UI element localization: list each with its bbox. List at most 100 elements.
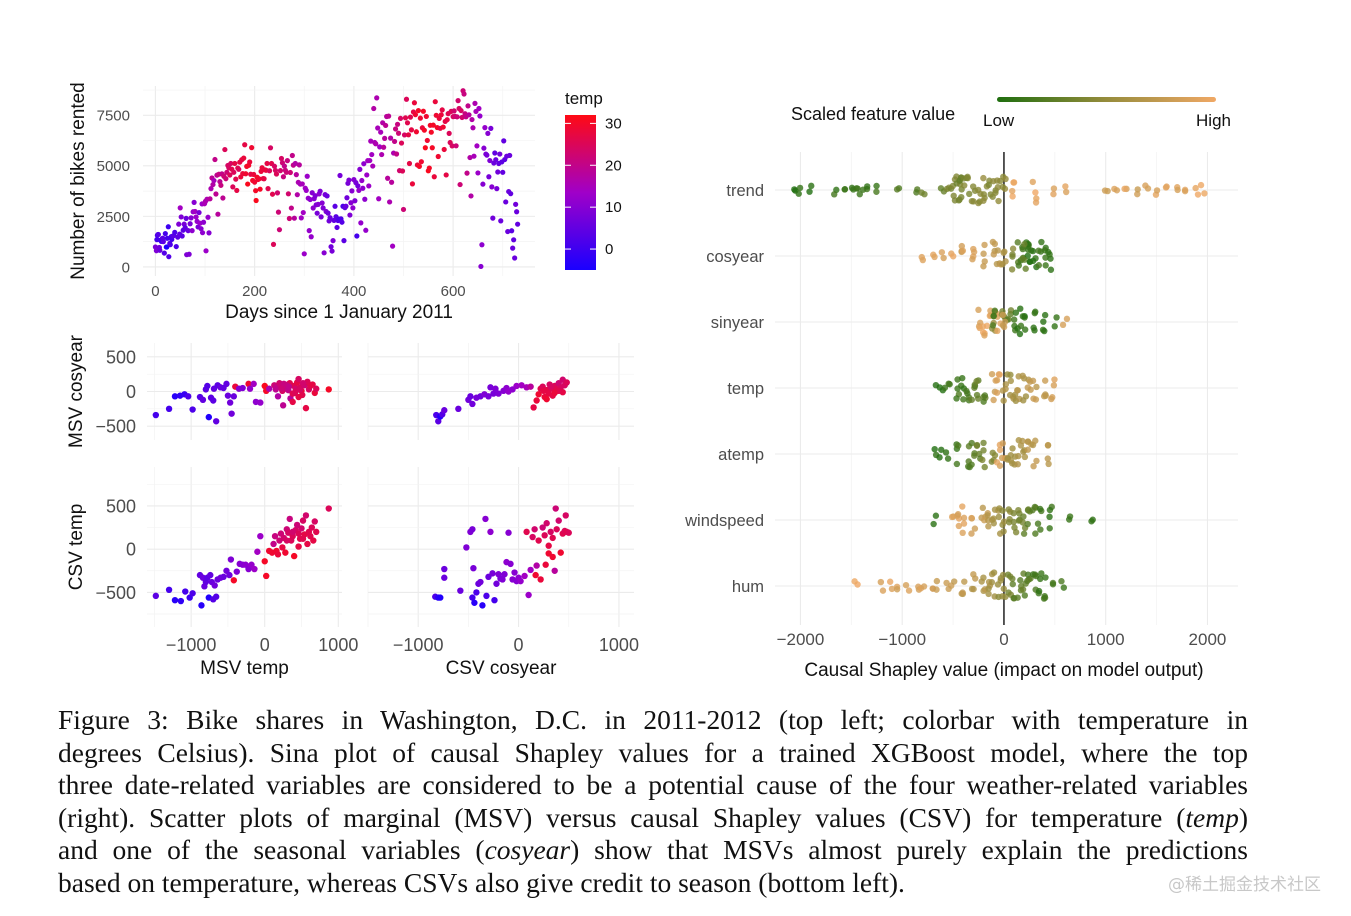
x-tick-label: 1000 — [1087, 630, 1125, 649]
sina-point — [795, 190, 802, 197]
sina-point — [1009, 253, 1016, 260]
sina-point — [990, 515, 997, 522]
sina-point — [1181, 187, 1189, 195]
sina-point — [1194, 191, 1202, 198]
data-point — [471, 599, 478, 606]
sina-point — [1032, 530, 1039, 537]
sina-point — [1040, 393, 1048, 400]
sina-point — [953, 395, 960, 402]
data-point — [367, 157, 373, 164]
caption-line: and one of the seasonal variables (cosye… — [58, 834, 1248, 867]
data-point — [512, 255, 518, 261]
data-point — [261, 558, 268, 565]
sina-point — [1010, 316, 1018, 323]
msv-cosyear-vs-csv-cosyear-panel — [367, 343, 634, 440]
sina-point — [1021, 592, 1029, 599]
sina-point — [1030, 462, 1037, 470]
data-point — [356, 187, 362, 194]
data-point — [287, 169, 293, 176]
data-point — [482, 125, 488, 131]
x-axis-label: Causal Shapley value (impact on model ou… — [804, 660, 1203, 681]
sina-point — [1022, 265, 1029, 272]
data-point — [218, 182, 224, 188]
sina-point — [1008, 266, 1016, 273]
data-point — [381, 144, 387, 150]
data-point — [206, 230, 212, 236]
sina-point — [951, 578, 958, 585]
data-point — [271, 163, 278, 169]
data-point — [498, 218, 504, 224]
data-point — [247, 159, 253, 165]
sina-point — [856, 190, 863, 198]
data-point — [295, 530, 302, 537]
sina-point — [1030, 324, 1037, 331]
caption-line: degrees Celsius). Sina plot of causal Sh… — [58, 737, 1248, 770]
data-point — [477, 113, 483, 119]
sina-point — [989, 238, 997, 246]
colorbar-tick-label: 30 — [605, 115, 622, 132]
sina-point — [1058, 578, 1065, 585]
data-point — [227, 556, 235, 563]
data-point — [299, 517, 307, 524]
data-point — [507, 152, 513, 159]
y-tick-label: 500 — [106, 496, 136, 516]
sina-point — [960, 396, 967, 403]
data-point — [412, 112, 419, 118]
sina-point — [958, 193, 965, 201]
data-point — [369, 151, 375, 158]
sina-point — [932, 512, 940, 519]
data-point — [270, 241, 277, 247]
data-point — [511, 237, 517, 243]
sina-point — [841, 186, 849, 193]
data-point — [543, 395, 550, 403]
data-point — [385, 175, 391, 181]
sina-point — [918, 253, 925, 261]
data-point — [223, 380, 230, 388]
data-point — [319, 200, 325, 206]
data-point — [555, 517, 562, 524]
sina-point — [996, 446, 1004, 454]
data-point — [346, 177, 352, 183]
data-point — [529, 533, 536, 541]
sina-point — [970, 245, 977, 253]
data-point — [405, 132, 412, 138]
data-point — [424, 137, 430, 144]
caption-line: (right). Scatter plots of marginal (MSV)… — [58, 802, 1248, 835]
caption-line: based on temperature, whereas CSVs also … — [58, 867, 1248, 900]
data-point — [312, 193, 318, 199]
sina-point — [1041, 311, 1049, 319]
data-point — [254, 548, 261, 555]
sina-point — [1038, 238, 1045, 246]
data-point — [245, 380, 252, 388]
data-point — [485, 130, 491, 136]
sina-point — [950, 192, 957, 199]
sina-point — [961, 182, 968, 189]
data-point — [437, 594, 444, 601]
data-point — [388, 135, 394, 141]
temp-colorbar: temp 0 10 20 30 — [565, 89, 622, 270]
data-point — [493, 157, 499, 163]
data-point — [515, 221, 521, 227]
data-points — [152, 88, 521, 270]
sina-point — [1030, 395, 1037, 402]
data-point — [553, 526, 560, 533]
data-point — [222, 146, 228, 153]
sina-point — [1192, 184, 1199, 192]
sina-point — [1029, 247, 1037, 255]
data-point — [398, 140, 405, 146]
data-point — [289, 528, 296, 536]
data-point — [183, 215, 189, 221]
x-tick-label: 0 — [999, 630, 1008, 649]
sina-point — [1197, 181, 1205, 189]
data-point — [501, 138, 507, 144]
sina-point — [991, 307, 999, 314]
data-point — [203, 248, 209, 254]
data-point — [178, 214, 184, 220]
sina-point — [888, 585, 896, 593]
data-point — [455, 98, 461, 104]
sina-point — [1062, 188, 1070, 196]
data-point — [267, 145, 274, 151]
data-point — [411, 100, 418, 106]
sina-point — [997, 577, 1004, 584]
